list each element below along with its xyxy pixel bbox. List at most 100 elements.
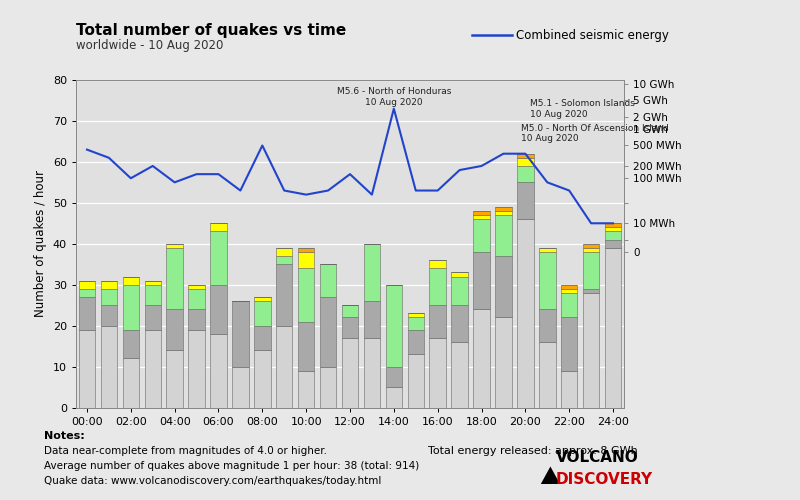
Text: DISCOVERY: DISCOVERY — [556, 472, 653, 486]
Bar — [474, 219, 490, 252]
Bar — [101, 305, 117, 326]
Bar — [583, 248, 599, 252]
Bar — [474, 215, 490, 219]
Bar — [364, 338, 380, 407]
Bar — [254, 297, 270, 301]
Bar — [539, 309, 555, 342]
Bar — [474, 309, 490, 408]
Bar — [561, 284, 578, 289]
Bar — [495, 256, 512, 318]
Bar — [298, 268, 314, 322]
Bar — [145, 305, 161, 330]
Text: M5.6 - North of Honduras
10 Aug 2020: M5.6 - North of Honduras 10 Aug 2020 — [337, 87, 451, 106]
Bar — [122, 284, 139, 330]
Bar — [298, 248, 314, 252]
Bar — [561, 289, 578, 293]
Bar — [517, 154, 534, 158]
Bar — [517, 158, 534, 166]
Bar — [539, 248, 555, 252]
Bar — [276, 264, 293, 326]
Bar — [407, 330, 424, 354]
Bar — [276, 248, 293, 256]
Text: worldwide - 10 Aug 2020: worldwide - 10 Aug 2020 — [76, 39, 223, 52]
Bar — [101, 280, 117, 289]
Bar — [605, 224, 622, 228]
Bar — [605, 248, 622, 408]
Bar — [210, 334, 226, 407]
Text: Combined seismic energy: Combined seismic energy — [516, 28, 669, 42]
Bar — [561, 370, 578, 408]
Bar — [78, 297, 95, 330]
Bar — [166, 248, 183, 309]
Bar — [605, 228, 622, 232]
Bar — [430, 260, 446, 268]
Bar — [561, 293, 578, 318]
Bar — [583, 244, 599, 248]
Bar — [276, 326, 293, 407]
Bar — [320, 264, 336, 297]
Bar — [583, 289, 599, 293]
Text: Notes:: Notes: — [44, 431, 85, 441]
Bar — [451, 276, 468, 305]
Y-axis label: Number of quakes / hour: Number of quakes / hour — [34, 170, 47, 318]
Bar — [166, 309, 183, 350]
Bar — [430, 268, 446, 305]
Bar — [407, 314, 424, 318]
Bar — [517, 166, 534, 182]
Bar — [364, 244, 380, 301]
Bar — [232, 366, 249, 408]
Bar — [495, 318, 512, 408]
Text: Total number of quakes vs time: Total number of quakes vs time — [76, 22, 346, 38]
Text: Average number of quakes above magnitude 1 per hour: 38 (total: 914): Average number of quakes above magnitude… — [44, 461, 419, 471]
Bar — [145, 330, 161, 407]
Bar — [232, 301, 249, 366]
Bar — [386, 366, 402, 387]
Bar — [605, 232, 622, 239]
Bar — [210, 232, 226, 284]
Text: VOLCANO: VOLCANO — [556, 450, 638, 465]
Bar — [517, 182, 534, 219]
Bar — [342, 318, 358, 338]
Bar — [298, 252, 314, 268]
Bar — [122, 276, 139, 284]
Bar — [166, 244, 183, 248]
Bar — [342, 305, 358, 318]
Bar — [474, 211, 490, 215]
Bar — [188, 289, 205, 309]
Bar — [430, 305, 446, 338]
Bar — [386, 284, 402, 366]
Bar — [78, 289, 95, 297]
Bar — [342, 338, 358, 407]
Bar — [101, 289, 117, 305]
Bar — [254, 350, 270, 408]
Bar — [254, 301, 270, 326]
Bar — [210, 224, 226, 232]
Text: Data near-complete from magnitudes of 4.0 or higher.: Data near-complete from magnitudes of 4.… — [44, 446, 327, 456]
Bar — [188, 330, 205, 407]
Bar — [495, 211, 512, 215]
Text: M5.0 - North Of Ascension Island
10 Aug 2020: M5.0 - North Of Ascension Island 10 Aug … — [521, 124, 669, 144]
Bar — [517, 219, 534, 408]
Bar — [364, 301, 380, 338]
Bar — [430, 338, 446, 407]
Bar — [298, 322, 314, 370]
Bar — [605, 240, 622, 248]
Bar — [583, 252, 599, 289]
Bar — [101, 326, 117, 407]
Bar — [451, 342, 468, 407]
Bar — [254, 326, 270, 350]
Bar — [78, 280, 95, 289]
Bar — [495, 215, 512, 256]
Text: Quake data: www.volcanodiscovery.com/earthquakes/today.html: Quake data: www.volcanodiscovery.com/ear… — [44, 476, 382, 486]
Bar — [320, 366, 336, 408]
Bar — [495, 207, 512, 211]
Text: Total energy released: approx. 8 GWh: Total energy released: approx. 8 GWh — [428, 446, 638, 456]
Text: M5.1 - Solomon Islands
10 Aug 2020: M5.1 - Solomon Islands 10 Aug 2020 — [530, 100, 634, 119]
Bar — [122, 358, 139, 408]
Bar — [561, 318, 578, 370]
Bar — [474, 252, 490, 309]
Bar — [188, 309, 205, 330]
Bar — [276, 256, 293, 264]
Bar — [407, 318, 424, 330]
Bar — [451, 272, 468, 276]
